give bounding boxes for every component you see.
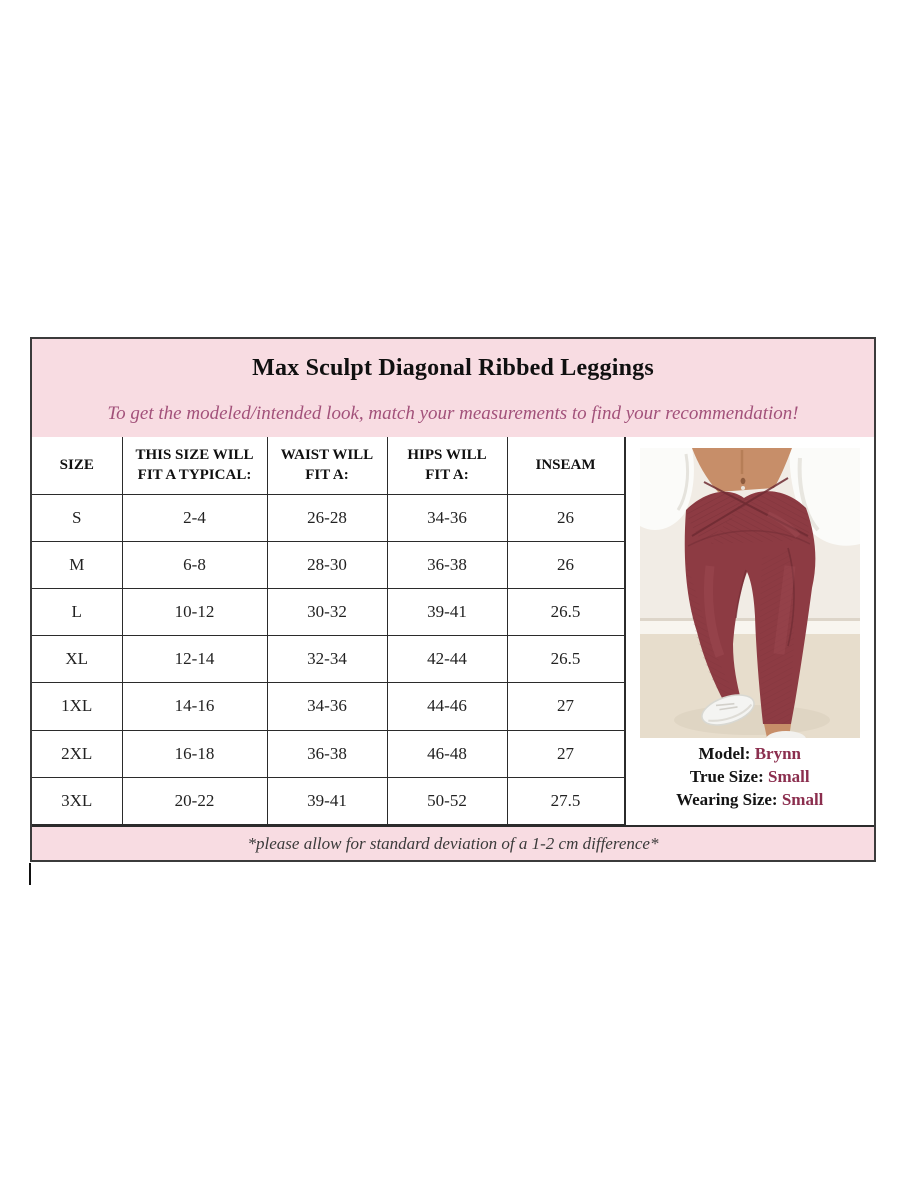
size-label: 1XL [32,682,123,731]
size-value: 32-34 [266,635,388,684]
model-info-value: Brynn [754,744,801,763]
model-info-value: Small [767,767,810,786]
size-value: 39-41 [386,587,508,637]
table-row-xl: XL 12-14 32-34 42-44 26.5 [32,635,625,684]
deviation-footnote: *please allow for standard deviation of … [247,833,659,853]
size-value: 50-52 [386,776,508,826]
size-value: 26 [506,540,625,589]
size-value: 26.5 [506,587,625,637]
leggings-photo-illustration [639,448,860,738]
model-info-label: Wearing Size: [676,790,782,809]
size-value: 34-36 [266,682,388,731]
size-value: 10-12 [121,587,268,637]
text-cursor [29,863,31,885]
size-value: 20-22 [121,776,268,826]
table-row-l: L 10-12 30-32 39-41 26.5 [32,587,625,637]
model-info-label: True Size: [689,767,768,786]
chart-body: SIZE THIS SIZE WILL FIT A TYPICAL: WAIST W… [32,437,874,826]
size-value: 27 [506,682,625,731]
size-value: 34-36 [386,493,508,542]
model-photo-cell: Model: Brynn True Size: Small Wearing Size… [624,437,874,825]
size-value: 28-30 [266,540,388,589]
size-label: M [32,540,123,589]
size-label: L [32,587,123,637]
size-table-header-row: SIZE THIS SIZE WILL FIT A TYPICAL: WAIST W… [32,437,625,495]
size-table: SIZE THIS SIZE WILL FIT A TYPICAL: WAIST W… [32,437,625,826]
product-title: Max Sculpt Diagonal Ribbed Leggings [252,355,654,381]
size-value: 42-44 [386,635,508,684]
size-value: 27.5 [506,776,625,826]
chart-subtitle: To get the modeled/intended look, match … [107,403,799,424]
model-photo [639,448,860,738]
model-info-line-2: Wearing Size: Small [676,788,823,811]
size-value: 36-38 [386,540,508,589]
table-row-m: M 6-8 28-30 36-38 26 [32,540,625,589]
size-value: 14-16 [121,682,268,731]
size-value: 16-18 [121,729,268,778]
column-header-1: THIS SIZE WILL FIT A TYPICAL: [121,437,268,495]
size-label: 3XL [32,776,123,826]
chart-footer: *please allow for standard deviation of … [32,825,874,860]
column-header-0: SIZE [32,437,123,495]
size-value: 39-41 [266,776,388,826]
size-value: 12-14 [121,635,268,684]
size-value: 26.5 [506,635,625,684]
size-value: 46-48 [386,729,508,778]
table-row-1xl: 1XL 14-16 34-36 44-46 27 [32,682,625,731]
table-row-2xl: 2XL 16-18 36-38 46-48 27 [32,729,625,778]
size-label: XL [32,635,123,684]
size-value: 27 [506,729,625,778]
model-info-line-1: True Size: Small [676,765,823,788]
model-info-value: Small [781,790,824,809]
size-label: 2XL [32,729,123,778]
table-row-3xl: 3XL 20-22 39-41 50-52 27.5 [32,776,625,826]
size-label: S [32,493,123,542]
model-info-label: Model: [698,744,755,763]
size-value: 26 [506,493,625,542]
column-header-2: WAIST WILL FIT A: [266,437,388,495]
size-value: 2-4 [121,493,268,542]
model-info: Model: Brynn True Size: Small Wearing Size… [676,742,823,811]
chart-header: Max Sculpt Diagonal Ribbed Leggings To g… [32,339,874,437]
column-header-3: HIPS WILL FIT A: [386,437,508,495]
size-chart-panel: Max Sculpt Diagonal Ribbed Leggings To g… [30,337,876,862]
model-info-line-0: Model: Brynn [676,742,823,765]
size-value: 30-32 [266,587,388,637]
column-header-4: INSEAM [506,437,625,495]
size-value: 6-8 [121,540,268,589]
size-value: 44-46 [386,682,508,731]
size-value: 36-38 [266,729,388,778]
size-value: 26-28 [266,493,388,542]
table-row-s: S 2-4 26-28 34-36 26 [32,493,625,542]
